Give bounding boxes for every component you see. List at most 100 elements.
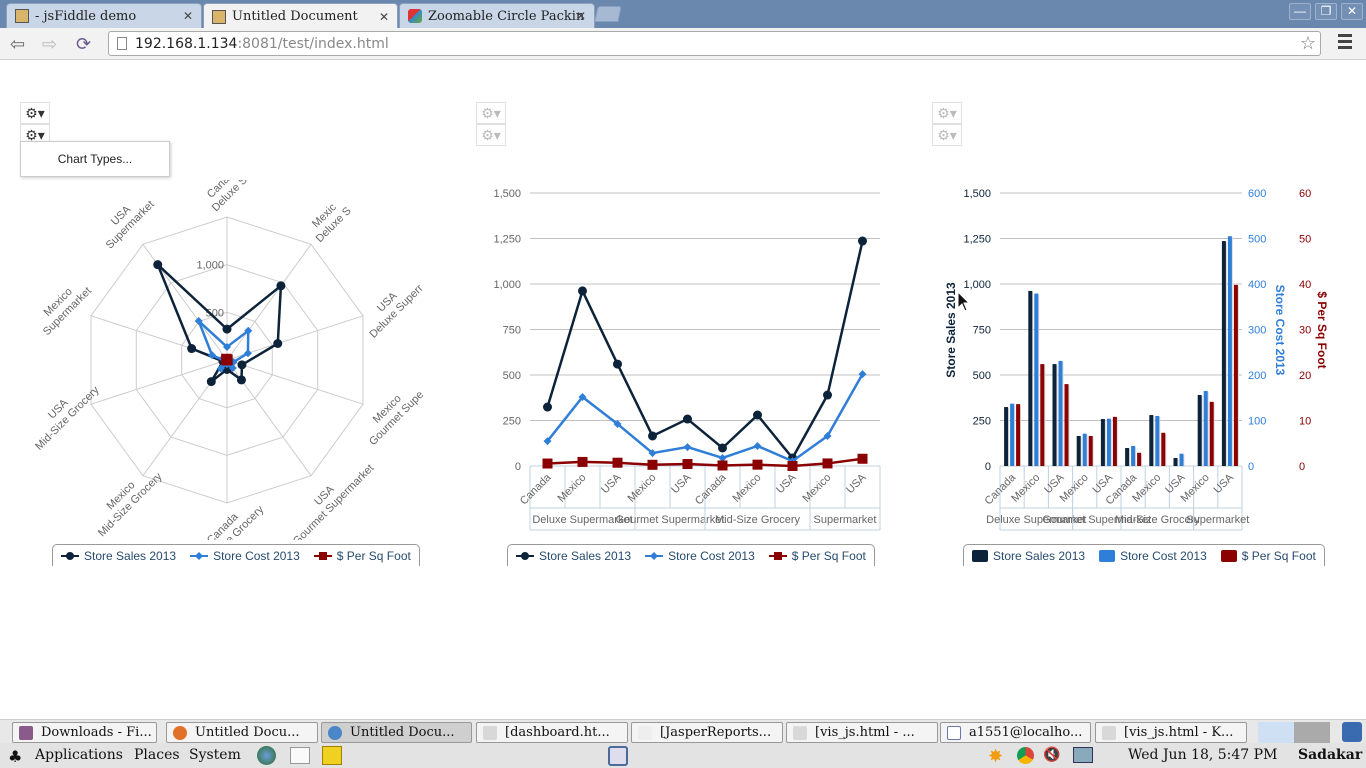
trash-icon[interactable] — [1342, 722, 1362, 742]
bar[interactable] — [1209, 401, 1214, 466]
tab-untitled-document[interactable]: Untitled Document ✕ — [203, 3, 398, 29]
bar[interactable] — [1221, 241, 1226, 466]
chart3-options-gear-icon[interactable]: ⚙▾ — [932, 102, 962, 124]
data-point[interactable] — [543, 402, 552, 412]
address-bar[interactable]: 192.168.1.134:8081/test/index.html ☆ — [108, 31, 1321, 56]
data-point[interactable] — [187, 344, 197, 354]
data-point[interactable] — [823, 431, 832, 440]
data-point[interactable] — [753, 410, 762, 420]
menu-places[interactable]: Places — [134, 747, 180, 763]
data-point[interactable] — [753, 441, 762, 450]
data-point[interactable] — [543, 437, 552, 446]
data-point[interactable] — [858, 236, 867, 246]
data-point[interactable] — [613, 419, 622, 428]
data-point[interactable] — [718, 453, 727, 462]
network-icon[interactable] — [1073, 747, 1093, 763]
mail-launcher-icon[interactable] — [290, 747, 310, 764]
new-tab-button[interactable] — [594, 6, 622, 22]
data-point[interactable] — [223, 342, 231, 351]
notes-launcher-icon[interactable] — [322, 746, 342, 765]
user-name[interactable]: Sadakar — [1298, 747, 1363, 763]
data-point[interactable] — [243, 349, 252, 358]
web-browser-launcher-icon[interactable] — [257, 746, 276, 765]
forward-button[interactable]: ⇨ — [42, 34, 58, 54]
bar[interactable] — [1131, 445, 1136, 466]
bar[interactable] — [1064, 384, 1069, 466]
data-point[interactable] — [752, 459, 763, 470]
task-jasperreports[interactable]: [JasperReports... — [631, 722, 783, 743]
legend-item-store-cost[interactable]: Store Cost 2013 — [1099, 549, 1207, 563]
data-point[interactable] — [208, 351, 217, 360]
chart3-type-gear-icon[interactable]: ⚙▾ — [932, 124, 962, 146]
bar[interactable] — [1233, 284, 1238, 466]
tab-jsfiddle[interactable]: - jsFiddle demo ✕ — [6, 3, 202, 28]
data-point[interactable] — [682, 459, 693, 470]
data-point[interactable] — [228, 364, 237, 373]
back-button[interactable]: ⇦ — [10, 34, 26, 54]
bar[interactable] — [1082, 433, 1087, 466]
update-notifier-icon[interactable]: ✸ — [988, 746, 1004, 767]
gnome-foot-icon[interactable]: ♣ — [8, 747, 23, 766]
data-point[interactable] — [858, 370, 867, 379]
hamburger-menu-icon[interactable] — [1338, 34, 1352, 52]
bar[interactable] — [1088, 435, 1093, 466]
bar[interactable] — [1058, 360, 1063, 466]
data-point[interactable] — [542, 458, 553, 469]
task-chrome-untitled[interactable]: Untitled Docu... — [321, 722, 472, 743]
data-point[interactable] — [578, 286, 587, 296]
task-firefox-untitled[interactable]: Untitled Docu... — [166, 722, 318, 743]
bar[interactable] — [1028, 290, 1033, 466]
data-point[interactable] — [648, 431, 657, 441]
bar[interactable] — [1137, 452, 1142, 466]
data-point[interactable] — [857, 453, 868, 464]
bar[interactable] — [1227, 236, 1232, 466]
bookmark-star-icon[interactable]: ☆ — [1299, 33, 1316, 54]
reload-button[interactable]: ⟳ — [76, 34, 92, 54]
bar[interactable] — [1034, 293, 1039, 466]
data-point[interactable] — [153, 260, 163, 270]
bar[interactable] — [1203, 390, 1208, 466]
close-tab-icon[interactable]: ✕ — [575, 9, 586, 23]
bar[interactable] — [1076, 435, 1081, 466]
bar[interactable] — [1197, 395, 1202, 466]
bar[interactable] — [1125, 447, 1130, 466]
bar[interactable] — [1161, 432, 1166, 466]
task-terminal[interactable]: a1551@localho... — [940, 722, 1091, 743]
bar[interactable] — [1010, 403, 1015, 466]
data-point[interactable] — [718, 443, 727, 453]
bar[interactable] — [1100, 419, 1105, 466]
bar[interactable] — [1052, 364, 1057, 466]
bar[interactable] — [1016, 404, 1021, 466]
data-point[interactable] — [683, 414, 692, 424]
data-point[interactable] — [222, 324, 232, 334]
clock[interactable]: Wed Jun 18, 5:47 PM — [1128, 747, 1278, 763]
task-downloads[interactable]: Downloads - Fi... — [12, 722, 157, 743]
bar[interactable] — [1112, 416, 1117, 466]
chart1-options-gear-icon[interactable]: ⚙▾ — [20, 102, 50, 124]
data-point[interactable] — [216, 364, 225, 373]
menu-system[interactable]: System — [189, 747, 241, 763]
bar[interactable] — [1004, 407, 1009, 466]
task-vis-js-2[interactable]: [vis_js.html - K... — [1095, 722, 1247, 743]
close-tab-icon[interactable]: ✕ — [182, 9, 193, 23]
data-point[interactable] — [237, 360, 247, 370]
close-tab-icon[interactable]: ✕ — [378, 9, 389, 24]
data-point[interactable] — [276, 281, 286, 291]
data-point[interactable] — [273, 339, 283, 349]
data-point[interactable] — [647, 459, 658, 470]
chart1-type-gear-icon[interactable]: ⚙▾ — [20, 124, 50, 146]
data-point[interactable] — [236, 375, 246, 385]
bar[interactable] — [1040, 364, 1045, 466]
tab-zoomable-circle[interactable]: Zoomable Circle Packin ✕ — [399, 3, 595, 28]
data-point[interactable] — [578, 393, 587, 402]
menu-applications[interactable]: Applications — [35, 747, 123, 763]
bar[interactable] — [1179, 453, 1184, 466]
data-point[interactable] — [221, 353, 232, 364]
task-dashboard[interactable]: [dashboard.ht... — [476, 722, 628, 743]
data-point[interactable] — [787, 461, 798, 471]
data-point[interactable] — [206, 377, 216, 387]
legend-item-per-sq-foot[interactable]: $ Per Sq Foot — [768, 549, 866, 563]
restore-button[interactable]: ❐ — [1315, 3, 1337, 20]
close-window-button[interactable]: ✕ — [1341, 3, 1363, 20]
chrome-tray-icon[interactable] — [1017, 747, 1034, 764]
